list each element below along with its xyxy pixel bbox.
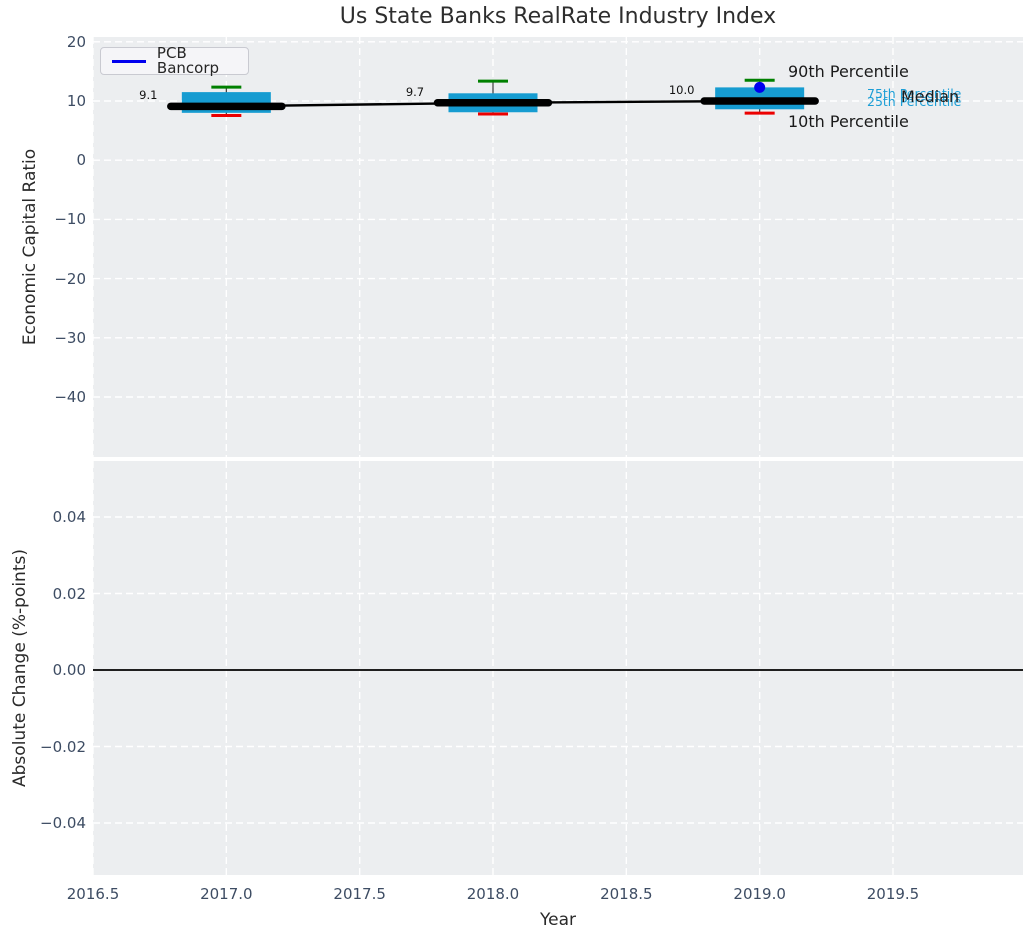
chart-title: Us State Banks RealRate Industry Index [339, 4, 777, 29]
x-tick-label: 2018.5 [600, 885, 653, 903]
top-y-tick-label: 0 [76, 151, 86, 170]
x-tick-label: 2017.0 [200, 885, 253, 903]
percentile-annotation: 75th Percentile [867, 85, 962, 101]
x-tick-label: 2019.0 [733, 885, 786, 903]
top-y-tick-label: 20 [66, 32, 86, 51]
median-value-annotation: 9.1 [139, 88, 158, 103]
bottom-y-tick-label: −0.02 [40, 737, 86, 756]
top-y-axis-label: Economic Capital Ratio [20, 148, 40, 346]
median-value-annotation: 9.7 [405, 84, 425, 99]
company-point [754, 81, 766, 93]
top-y-tick-label: −10 [54, 210, 86, 229]
bottom-y-tick-label: 0.02 [52, 584, 86, 603]
x-tick-label: 2019.5 [866, 885, 920, 903]
top-y-tick-label: −20 [54, 269, 86, 288]
legend: PCB Bancorp [100, 44, 249, 77]
legend-label: PCB Bancorp [156, 44, 220, 77]
percentile-annotation: 10th Percentile [788, 112, 909, 131]
top-y-tick-label: −30 [54, 328, 86, 347]
x-axis-label: Year [540, 910, 576, 930]
percentile-annotation: Median [901, 87, 960, 106]
percentile-annotation: 25th Percentile [867, 94, 962, 109]
x-tick-label: 2017.5 [333, 885, 386, 903]
median-value-annotation: 10.0 [668, 83, 695, 97]
x-tick-label: 2018.0 [466, 885, 520, 903]
bottom-y-tick-label: 0.00 [52, 661, 86, 679]
bottom-y-tick-label: 0.04 [52, 508, 86, 526]
legend-line-icon [112, 59, 146, 63]
x-tick-label: 2016.5 [66, 885, 120, 903]
top-y-tick-label: 10 [66, 92, 86, 110]
bottom-axes [93, 461, 1023, 875]
top-y-tick-label: −40 [54, 388, 86, 406]
percentile-annotation: 90th Percentile [788, 61, 909, 81]
bottom-y-tick-label: −0.04 [40, 814, 86, 832]
